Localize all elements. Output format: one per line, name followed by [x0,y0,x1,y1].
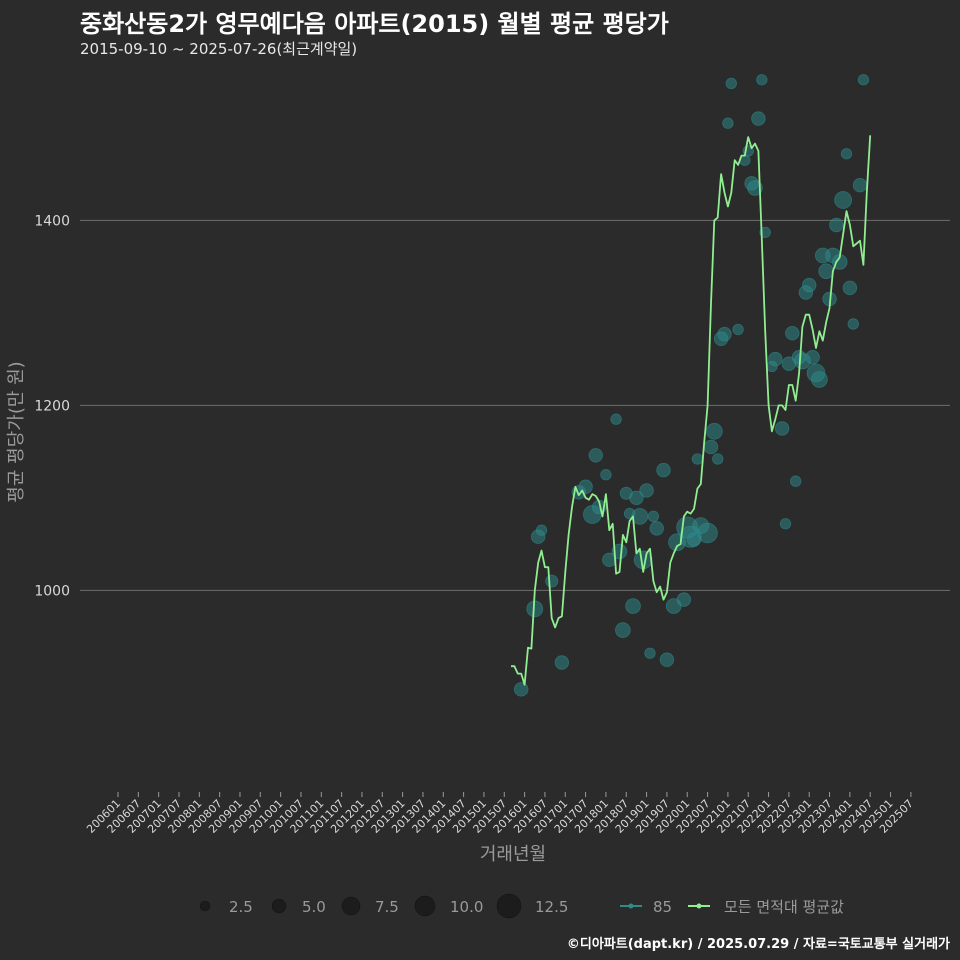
bubble-point [691,453,704,465]
y-tick-label: 1400 [34,213,70,229]
bubble-point [649,521,664,536]
bubble-point [588,448,603,463]
legend-size-7-5-marker [341,896,361,916]
bubble-point [656,462,671,478]
x-axis-title: 거래년월 [480,844,546,865]
bubble-point [712,453,724,465]
legend-85-label: 85 [653,898,672,916]
average-line-series [511,135,872,686]
bubble-point [857,74,870,86]
bubble-point [785,326,800,341]
bubble-point [554,655,570,670]
bubble-point [847,318,859,330]
bubble-point [768,351,783,367]
bubble-point [514,682,529,697]
legend-size-12-5-label: 12.5 [535,898,568,916]
bubble-point [747,180,763,196]
legend-size-5-marker [271,898,287,914]
bubble-point [751,111,766,126]
bubble-point [805,350,820,365]
bubble-point [676,592,692,607]
bubble-point [639,483,654,498]
y-tick-label: 1200 [34,398,70,414]
y-axis-ticks: 1000 1200 1400 [34,213,70,599]
bubble-point [600,469,612,481]
bubble-point [535,524,548,536]
bubble-point [647,510,660,523]
bubble-series [514,74,870,697]
chart-subtitle: 2015-09-10 ~ 2025-07-26(최근계약일) [80,40,358,58]
bubble-point [705,422,723,440]
bubble-point [611,543,628,560]
legend-avg-marker [696,903,702,909]
bubble-point [842,280,858,296]
bubble-point [756,74,768,86]
bubble-point [610,413,622,425]
legend-85-marker [628,903,634,909]
bubble-point [717,326,732,342]
legend-avg-label: 모든 면적대 평균값 [724,898,844,916]
legend-size-2-5-marker [199,900,211,912]
bubble-point [602,552,617,568]
bubble-point [829,217,844,233]
average-line [511,135,872,686]
chart-title: 중화산동2가 영무예다음 아파트(2015) 월별 평균 평당가 [80,10,669,38]
bubble-point [659,652,675,667]
y-axis-title: 평균 평당가(만 원) [6,361,27,502]
bubble-point [545,574,559,588]
bubble-point [725,77,737,90]
bubble-point [722,117,734,129]
bubble-point [625,598,641,614]
bubble-point [774,421,790,436]
bubble-point [703,439,719,455]
bubble-point [615,622,631,638]
legend-size-5-label: 5.0 [302,898,326,916]
legend-size-10-marker [414,895,436,917]
legend-size-7-5-label: 7.5 [375,898,399,916]
bubble-point [852,177,868,193]
bubble-point [644,647,656,659]
legend-size-2-5-label: 2.5 [229,898,253,916]
y-tick-label: 1000 [34,583,70,599]
bubble-point [802,277,817,293]
bubble-point [789,475,802,487]
legend-size-10-label: 10.0 [450,898,483,916]
legend: 2.5 5.0 7.5 10.0 12.5 85 모든 면적대 평균값 [199,893,844,919]
bubble-point [697,522,718,544]
bubble-point [811,371,828,388]
bubble-point [834,191,852,209]
bubble-point [818,263,834,280]
bubble-point [779,518,792,530]
source-credit: ©디아파트(dapt.kr) / 2025.07.29 / 자료=국토교통부 실… [566,937,950,952]
grid-lines [80,219,950,591]
legend-size-12-5-marker [496,893,522,919]
x-axis-ticks: 2006012006072007012007072008012008072009… [84,792,916,836]
bubble-point [840,148,853,160]
bubble-point [629,490,644,506]
bubble-point [732,323,744,336]
